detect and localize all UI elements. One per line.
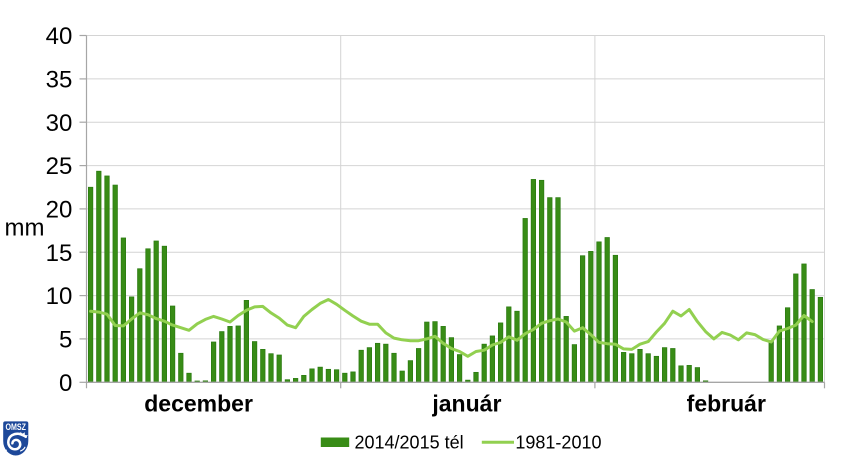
svg-text:40: 40 <box>46 23 73 50</box>
svg-text:mm: mm <box>5 215 45 242</box>
svg-text:OMSZ: OMSZ <box>6 422 27 432</box>
svg-text:1981-2010: 1981-2010 <box>515 433 601 453</box>
svg-text:10: 10 <box>46 283 73 310</box>
svg-text:0: 0 <box>59 370 72 397</box>
svg-text:2014/2015 tél: 2014/2015 tél <box>355 433 464 453</box>
svg-text:január: január <box>431 391 501 417</box>
svg-text:20: 20 <box>46 197 73 224</box>
svg-text:25: 25 <box>46 153 73 180</box>
svg-text:5: 5 <box>59 327 72 354</box>
svg-text:30: 30 <box>46 110 73 137</box>
svg-text:február: február <box>687 391 766 417</box>
svg-text:15: 15 <box>46 240 73 267</box>
svg-text:35: 35 <box>46 67 73 94</box>
svg-text:december: december <box>144 391 253 417</box>
